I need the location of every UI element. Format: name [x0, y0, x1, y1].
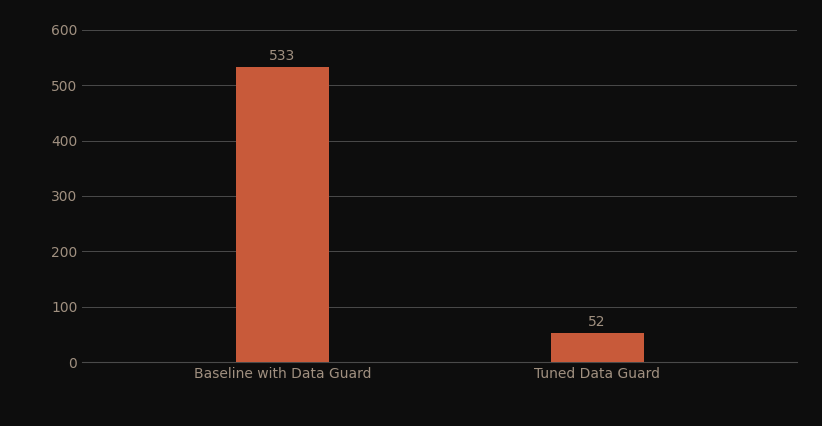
Bar [236, 67, 329, 362]
Bar [551, 333, 644, 362]
Text: 533: 533 [270, 49, 296, 63]
Text: 52: 52 [589, 315, 606, 329]
